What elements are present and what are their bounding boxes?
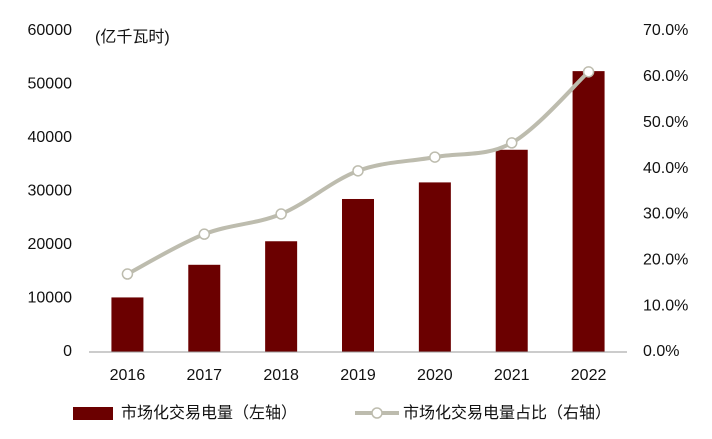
x-tick-label: 2016: [110, 367, 146, 384]
y2-tick-label: 0.0%: [643, 343, 679, 360]
y-tick-label: 40000: [28, 129, 73, 146]
line-marker: [352, 165, 364, 177]
y2-tick-label: 10.0%: [643, 297, 688, 314]
line-marker: [275, 208, 287, 220]
bar: [265, 241, 298, 352]
bar: [342, 198, 374, 352]
x-tick-label: 2022: [571, 367, 607, 384]
y-tick-label: 20000: [28, 236, 73, 253]
y2-tick-label: 60.0%: [643, 68, 688, 85]
y-tick-label: 10000: [28, 290, 73, 307]
x-tick-label: 2019: [340, 367, 376, 384]
x-tick-label: 2020: [417, 367, 453, 384]
bar: [111, 297, 144, 352]
x-tick-label: 2021: [494, 367, 530, 384]
y-tick-label: 30000: [28, 183, 73, 200]
line-marker: [582, 66, 595, 78]
bar: [495, 149, 528, 352]
x-tick-label: 2017: [186, 367, 222, 384]
bar: [418, 182, 451, 352]
y-tick-label: 0: [63, 343, 72, 360]
unit-annotation: (亿千瓦时): [95, 28, 170, 46]
y-tick-label: 60000: [28, 22, 73, 39]
y2-tick-label: 20.0%: [643, 252, 688, 269]
bar: [188, 264, 221, 352]
line-marker: [429, 151, 441, 163]
bar: [572, 71, 605, 352]
y2-tick-label: 50.0%: [643, 114, 688, 131]
y-tick-label: 50000: [28, 76, 73, 93]
line-marker: [198, 228, 211, 240]
legend-label: 市场化交易电量（左轴）: [121, 404, 297, 422]
legend-marker: [371, 407, 383, 419]
x-tick-label: 2018: [263, 367, 299, 384]
line-marker: [121, 268, 134, 280]
line-marker: [505, 137, 518, 149]
legend-label: 市场化交易电量占比（右轴）: [403, 404, 611, 422]
y2-tick-label: 40.0%: [643, 160, 688, 177]
legend-swatch: [73, 407, 113, 420]
y2-tick-label: 30.0%: [643, 206, 688, 223]
y2-tick-label: 70.0%: [643, 22, 688, 39]
